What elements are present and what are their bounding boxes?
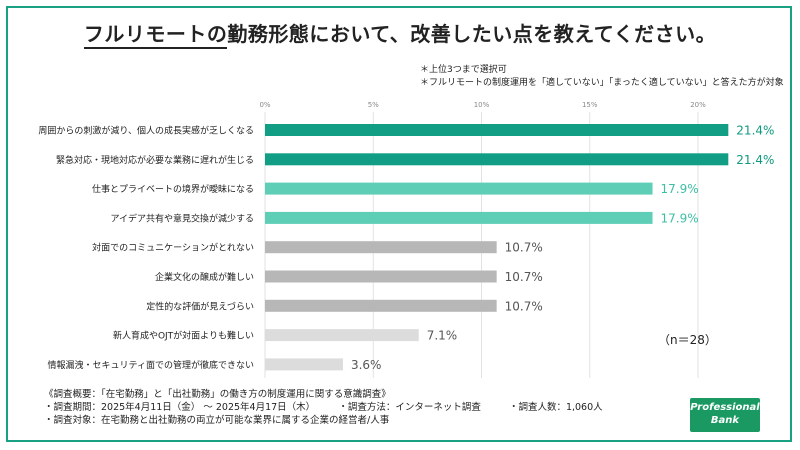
data-label: 21.4% (736, 124, 774, 138)
x-tick-label: 15% (582, 101, 598, 109)
x-tick-label: 10% (474, 101, 490, 109)
professional-bank-logo: Professional Bank (690, 398, 760, 432)
category-label: 新人育成やOJTが対面よりも難しい (113, 330, 254, 342)
x-tick-label: 0% (259, 101, 270, 109)
x-tick-label: 5% (368, 101, 379, 109)
bar (265, 299, 497, 312)
survey-method: ・調査方法：インターネット調査 (338, 402, 481, 413)
slide-frame (6, 6, 792, 442)
survey-period: ・調査期間：2025年4月11日（金） 〜 2025年4月17日（木） (44, 402, 311, 413)
data-label: 10.7% (505, 270, 543, 284)
survey-details-row: ・調査期間：2025年4月11日（金） 〜 2025年4月17日（木） ・調査方法… (44, 401, 631, 414)
survey-people: ・調査人数：1,060人 (508, 402, 603, 413)
bar (265, 241, 497, 254)
bar (265, 358, 343, 371)
data-label: 3.6% (351, 358, 382, 372)
survey-title: 《調査概要：「在宅勤務」と「出社勤務」の働き方の制度運用に関する意識調査》 (44, 389, 391, 400)
title-rest: 勤務形態において、改善したい点を教えてください。 (227, 22, 717, 46)
data-label: 17.9% (661, 211, 699, 225)
category-label: 対面でのコミュニケーションがとれない (92, 242, 254, 254)
chart-notes: ＊上位3つまで選択可 ＊フルリモートの制度運用を「適していない」「まったく適して… (420, 64, 784, 90)
x-tick-label: 20% (690, 101, 706, 109)
data-label: 17.9% (661, 182, 699, 196)
category-label: 周囲からの刺激が減り、個人の成長実感が乏しくなる (38, 125, 254, 137)
data-label: 10.7% (505, 241, 543, 255)
bar (265, 211, 653, 224)
bar (265, 270, 497, 283)
category-label: 情報漏洩・セキュリティ面での管理が徹底できない (48, 359, 254, 371)
note-target: ＊フルリモートの制度運用を「適していない」「まったく適していない」と答えた方が対… (420, 78, 784, 88)
data-label: 7.1% (427, 329, 458, 343)
bar (265, 329, 419, 342)
category-label: 緊急対応・現地対応が必要な業務に遅れが生じる (56, 154, 254, 166)
data-label: 21.4% (736, 153, 774, 167)
survey-target: ・調査対象：在宅勤務と出社勤務の両立が可能な業界に属する企業の経営者/人事 (44, 415, 390, 426)
category-label: 企業文化の醸成が難しい (155, 271, 254, 283)
note-select-limit: ＊上位3つまで選択可 (420, 65, 507, 75)
bar (265, 182, 653, 195)
bar (265, 124, 729, 136)
survey-overview: 《調査概要：「在宅勤務」と「出社勤務」の働き方の制度運用に関する意識調査》 ・調… (44, 388, 631, 427)
title-underlined: フルリモートの (83, 22, 228, 49)
logo-line-2: Bank (710, 415, 740, 426)
bar (265, 153, 729, 166)
category-label: アイデア共有や意見交換が減少する (110, 212, 254, 224)
logo-line-1: Professional (690, 402, 760, 413)
sample-size-label: （n＝28） (658, 333, 717, 347)
category-label: 定性的な評価が見えづらい (146, 300, 254, 312)
category-label: 仕事とプライベートの境界が曖昧になる (92, 183, 254, 195)
data-label: 10.7% (505, 299, 543, 313)
page-title: フルリモートの勤務形態において、改善したい点を教えてください。 (0, 18, 800, 49)
